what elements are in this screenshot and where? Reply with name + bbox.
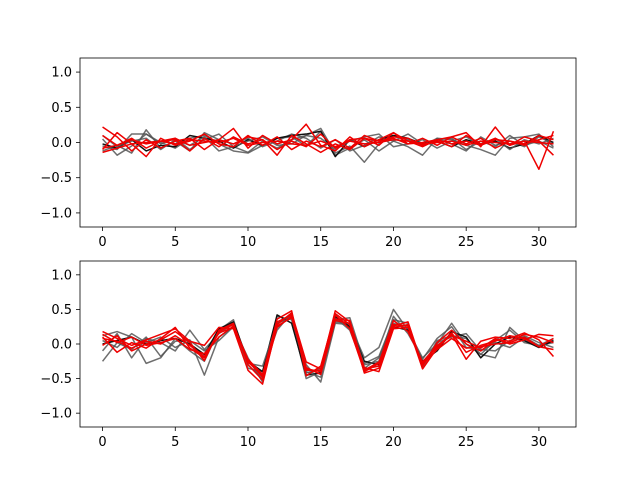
y-tick-label: 1.0	[51, 268, 72, 283]
x-tick-label: 25	[458, 235, 475, 250]
subplot-2: 0 5 10 15 20 25 30 −1.0 −0.5 0.0 0.5 1.0	[40, 260, 577, 450]
x-tick-label: 25	[458, 435, 475, 450]
y-tick-label: −1.0	[40, 206, 72, 221]
series-line-9	[102, 134, 554, 156]
x-tick-label: 5	[171, 435, 179, 450]
x-tick-label: 10	[240, 435, 257, 450]
x-tick-label: 15	[312, 235, 329, 250]
y-tick-label: −1.0	[40, 407, 72, 422]
x-tick-label: 20	[385, 435, 402, 450]
y-tick-label: 0.0	[51, 338, 72, 353]
series-group	[101, 123, 555, 171]
y-tick-label: 0.5	[51, 101, 72, 116]
x-tick-label: 10	[240, 235, 257, 250]
y-tick-label: 0.5	[51, 303, 72, 318]
x-tick-label: 5	[171, 235, 179, 250]
subplot-1: 0 5 10 15 20 25 30 −1.0 −0.5 0.0 0.5 1.0	[40, 57, 577, 250]
series-line-8	[102, 131, 554, 152]
y-tick-label: −0.5	[40, 171, 72, 186]
x-tick-label: 0	[98, 435, 106, 450]
y-tick-label: −0.5	[40, 372, 72, 387]
x-tick-label: 20	[385, 235, 402, 250]
x-tick-label: 30	[531, 435, 548, 450]
series-line-10	[102, 316, 554, 377]
x-tick-label: 0	[98, 235, 106, 250]
series-group	[101, 308, 555, 385]
y-tick-label: 1.0	[51, 66, 72, 81]
x-tick-label: 15	[312, 435, 329, 450]
series-line-10	[102, 137, 554, 149]
x-tick-label: 30	[531, 235, 548, 250]
y-tick-label: 0.0	[51, 136, 72, 151]
